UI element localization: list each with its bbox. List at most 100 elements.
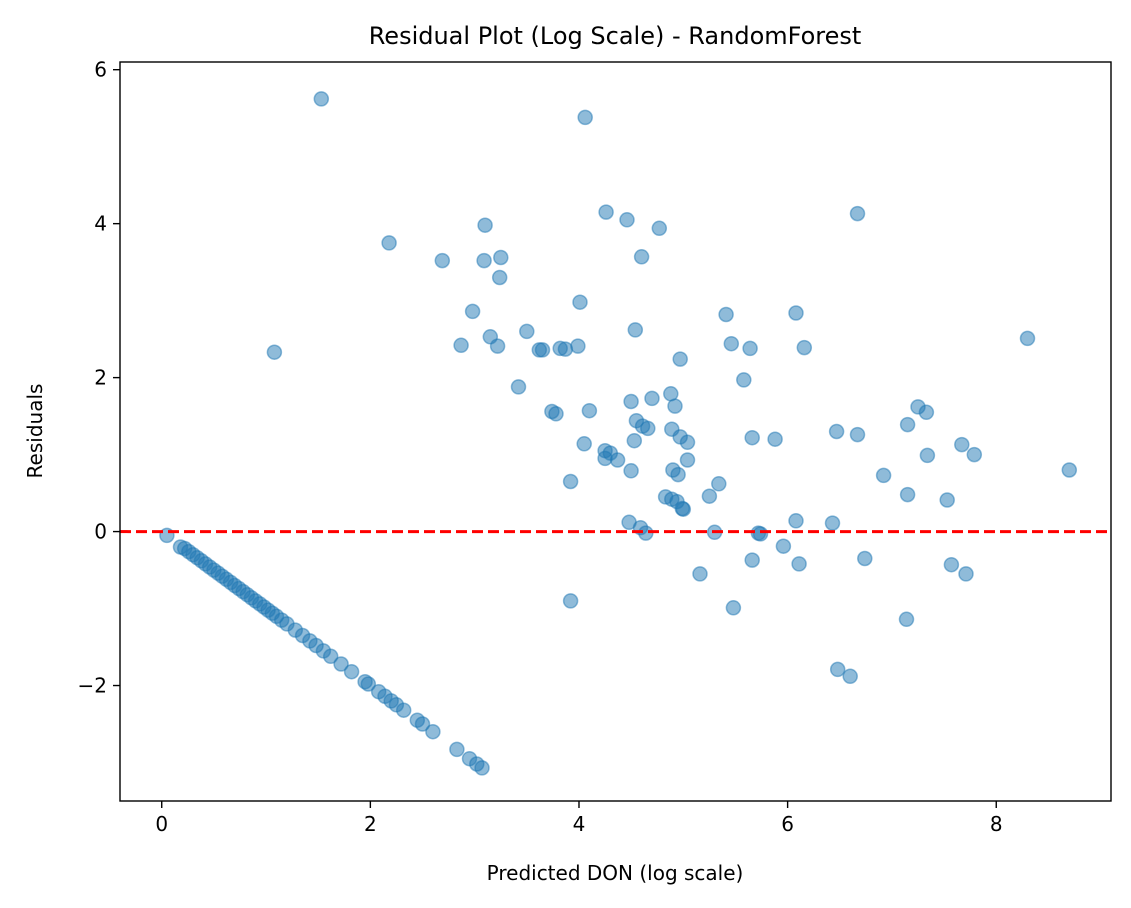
data-point [489,338,506,354]
data-point [627,322,644,338]
data-point [570,338,586,354]
data-point [477,217,493,233]
data-point [562,593,579,609]
data-point [692,566,708,582]
chart-title: Residual Plot (Log Scale) - RandomForest [369,22,862,50]
data-point [493,249,509,266]
data-point [711,476,727,492]
data-point [395,702,412,718]
data-point [577,109,593,126]
data-point [313,91,330,107]
data-point [548,406,564,422]
data-point [638,525,654,541]
data-point [824,515,841,531]
data-point [449,741,465,758]
plot-frame [119,61,1112,802]
data-point [943,556,960,573]
data-point [572,294,588,310]
data-point [623,393,639,410]
data-point [788,513,804,529]
data-point [266,344,283,360]
y-tick-label: 0 [94,520,107,544]
data-point [609,452,626,468]
data-point [842,668,858,685]
data-point [899,486,916,503]
data-point [651,220,668,237]
data-point [718,306,734,323]
y-tick-label: 2 [94,366,107,390]
data-point [919,447,936,464]
data-point [519,323,535,340]
data-point [828,423,845,440]
y-tick-label: 6 [94,58,107,82]
y-axis-label: Residuals [23,384,47,479]
data-point [679,452,696,468]
data-point [829,661,846,678]
data-point [491,269,508,286]
data-point [736,372,752,388]
data-point [958,566,974,582]
data-point [360,676,377,692]
data-point [581,402,598,419]
data-point [414,716,431,732]
x-tick-label: 8 [990,812,1003,836]
data-point [343,663,360,680]
data-point [857,550,873,567]
data-point [966,446,983,463]
data-point [752,526,769,542]
data-point [849,205,866,222]
data-point [767,431,783,447]
data-point [744,429,760,446]
data-point [644,390,660,407]
data-point [667,398,683,414]
data-point [453,337,469,354]
x-axis-label: Predicted DON (log scale) [487,861,744,885]
data-point [510,379,527,395]
data-point [425,723,441,740]
data-point [679,434,696,451]
points-layer [159,91,1078,776]
data-point [665,462,681,478]
data-point [322,648,339,665]
data-point [899,416,916,433]
data-point [898,611,915,628]
data-point [1061,462,1078,478]
data-point [701,488,718,504]
data-point [534,342,551,358]
data-point [1019,330,1036,347]
data-point [742,340,758,357]
x-tick-label: 6 [781,812,794,836]
data-point [576,436,592,452]
data-point [474,760,490,776]
x-axis: 0 2 4 6 8 [155,801,1003,836]
data-point [744,552,760,568]
data-point [626,432,643,449]
x-tick-label: 0 [155,812,168,836]
data-point [954,436,970,453]
data-point [675,501,692,517]
data-point [775,538,792,554]
data-point [381,235,397,251]
data-point [918,404,935,421]
data-point [796,339,813,356]
data-point [557,341,574,357]
data-point [791,556,807,572]
x-tick-label: 2 [364,812,377,836]
data-point [875,467,892,484]
y-tick-label: 4 [94,212,107,236]
data-point [723,335,740,352]
data-point [623,463,639,479]
data-point [849,426,866,443]
data-point [788,305,804,321]
data-point [619,212,635,228]
data-point [562,473,579,490]
data-point [333,656,349,672]
data-point [640,420,656,437]
data-point [434,252,451,269]
y-axis: −2 0 2 4 6 [78,58,120,698]
data-point [725,600,742,616]
x-tick-label: 4 [573,812,586,836]
data-point [597,450,613,467]
